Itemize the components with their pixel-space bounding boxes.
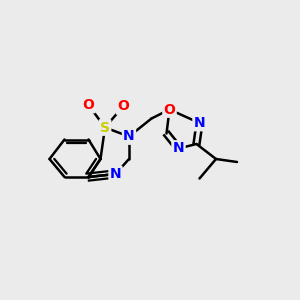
Text: O: O [164,103,175,116]
Text: O: O [82,98,94,112]
Text: N: N [110,167,121,181]
Text: N: N [123,130,135,143]
Text: S: S [100,121,110,134]
Text: N: N [194,116,205,130]
Text: O: O [117,100,129,113]
Text: N: N [173,142,184,155]
